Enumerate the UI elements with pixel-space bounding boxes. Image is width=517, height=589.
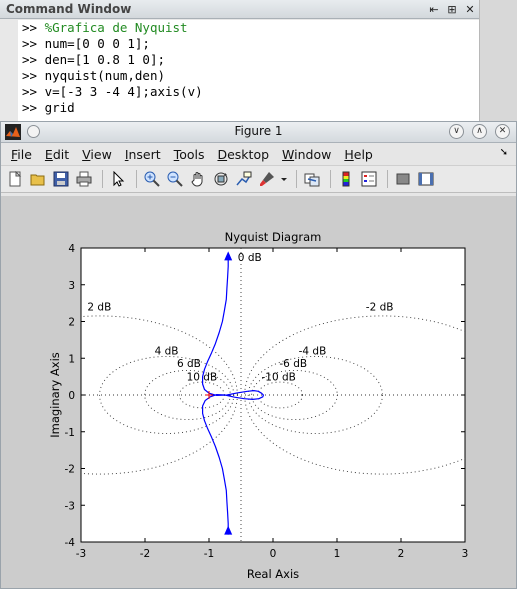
grid-db-label: -10 dB: [261, 371, 295, 383]
y-tick-label: 1: [68, 353, 75, 365]
command-text: nyquist(num,den): [45, 68, 165, 83]
x-tick-label: 1: [334, 548, 341, 560]
command-prompt: >>: [22, 52, 37, 67]
command-line: >> num=[0 0 0 1];: [22, 36, 479, 52]
grid-db-label: 0 dB: [238, 252, 262, 264]
toolbar-separator: [387, 170, 388, 188]
colorbar-icon[interactable]: [336, 169, 356, 189]
link-plot-icon[interactable]: [302, 169, 322, 189]
zoom-in-icon[interactable]: [142, 169, 162, 189]
grid-db-label: 4 dB: [155, 346, 179, 358]
command-text: v=[-3 3 -4 4];axis(v): [45, 84, 203, 99]
menu-help[interactable]: Help: [344, 147, 373, 162]
y-tick-label: 4: [68, 243, 75, 255]
menu-window[interactable]: Window: [282, 147, 331, 162]
command-text: den=[1 0.8 1 0];: [45, 52, 165, 67]
command-line: >> grid: [22, 100, 479, 116]
brush-dropdown-icon[interactable]: [280, 169, 288, 189]
grid-db-label: -6 dB: [279, 358, 307, 370]
undock-icon[interactable]: ⇤: [425, 3, 443, 16]
command-window: Command Window ⇤ ⊞ ✕ >> %Grafica de Nyqu…: [0, 0, 480, 122]
grid-db-label: 2 dB: [87, 301, 111, 313]
command-prompt: >>: [22, 100, 37, 115]
y-tick-label: -2: [65, 464, 75, 476]
y-tick-label: 0: [68, 390, 75, 402]
x-tick-label: 3: [462, 548, 469, 560]
menu-tools[interactable]: Tools: [174, 147, 205, 162]
legend-icon[interactable]: [359, 169, 379, 189]
close-icon[interactable]: ✕: [495, 124, 510, 139]
x-tick-label: -1: [204, 548, 214, 560]
dock-arrow-icon[interactable]: ➘: [500, 147, 508, 158]
hide-plot-tools-icon[interactable]: [393, 169, 413, 189]
print-icon[interactable]: [74, 169, 94, 189]
command-text: %Grafica de Nyquist: [45, 20, 188, 35]
close-panel-icon[interactable]: ✕: [461, 3, 479, 16]
y-tick-label: -1: [65, 427, 75, 439]
menu-file[interactable]: File: [11, 147, 32, 162]
x-tick-label: 2: [398, 548, 405, 560]
grid-db-label: -2 dB: [366, 301, 394, 313]
command-line: >> v=[-3 3 -4 4];axis(v): [22, 84, 479, 100]
command-prompt: >>: [22, 84, 37, 99]
menu-edit[interactable]: Edit: [45, 147, 69, 162]
grid-db-label: 6 dB: [177, 358, 201, 370]
command-window-title: Command Window: [0, 2, 425, 16]
command-window-titlebar: Command Window ⇤ ⊞ ✕: [0, 0, 479, 19]
x-tick-label: -3: [76, 548, 86, 560]
y-tick-label: 2: [68, 317, 75, 329]
figure-toolbar: [1, 165, 516, 193]
command-prompt: >>: [22, 36, 37, 51]
x-tick-label: 0: [270, 548, 277, 560]
y-tick-label: -4: [65, 537, 76, 549]
y-tick-label: 3: [68, 280, 75, 292]
menu-desktop[interactable]: Desktop: [217, 147, 269, 162]
x-axis-label: Real Axis: [247, 567, 299, 581]
toolbar-separator: [102, 170, 103, 188]
command-window-body[interactable]: >> %Grafica de Nyquist >> num=[0 0 0 1]; >…: [18, 20, 479, 122]
save-icon[interactable]: [51, 169, 71, 189]
toolbar-separator: [296, 170, 297, 188]
command-prompt: >>: [22, 68, 37, 83]
brush-icon[interactable]: [257, 169, 277, 189]
data-cursor-icon[interactable]: [234, 169, 254, 189]
y-axis-label: Imaginary Axis: [48, 352, 62, 438]
figure-menubar: File Edit View Insert Tools Desktop Window Help…: [1, 143, 516, 165]
figure-canvas[interactable]: -3 -2 -1 0 1 2 3 -4 -3 -2 -1 0 1 2 3 4 Nyquist Diagram …: [1, 196, 516, 588]
pan-hand-icon[interactable]: [188, 169, 208, 189]
grid-db-label: 10 dB: [187, 371, 218, 383]
rotate-3d-icon[interactable]: [211, 169, 231, 189]
command-text: grid: [45, 100, 75, 115]
figure-window: Figure 1 ∨ ∧ ✕ File Edit View Insert Tools De…: [0, 121, 517, 589]
select-arrow-icon[interactable]: [108, 169, 128, 189]
show-plot-tools-icon[interactable]: [416, 169, 436, 189]
menu-insert[interactable]: Insert: [125, 147, 161, 162]
figure-titlebar: Figure 1 ∨ ∧ ✕: [1, 122, 516, 143]
y-tick-label: -3: [65, 500, 75, 512]
minimize-icon[interactable]: ∨: [449, 124, 464, 139]
toolbar-separator: [330, 170, 331, 188]
command-prompt: >>: [22, 20, 37, 35]
new-figure-icon[interactable]: [5, 169, 25, 189]
maximize-panel-icon[interactable]: ⊞: [443, 3, 461, 16]
figure-title: Figure 1: [1, 124, 516, 138]
maximize-icon[interactable]: ∧: [472, 124, 487, 139]
grid-db-label: -4 dB: [299, 346, 327, 358]
command-line: >> den=[1 0.8 1 0];: [22, 52, 479, 68]
command-line: >> %Grafica de Nyquist: [22, 20, 479, 36]
zoom-out-icon[interactable]: [165, 169, 185, 189]
command-line: >> nyquist(num,den): [22, 68, 479, 84]
toolbar-separator: [136, 170, 137, 188]
command-text: num=[0 0 0 1];: [45, 36, 150, 51]
chart-title: Nyquist Diagram: [225, 230, 322, 244]
open-file-icon[interactable]: [28, 169, 48, 189]
menu-view[interactable]: View: [82, 147, 112, 162]
x-tick-label: -2: [140, 548, 150, 560]
